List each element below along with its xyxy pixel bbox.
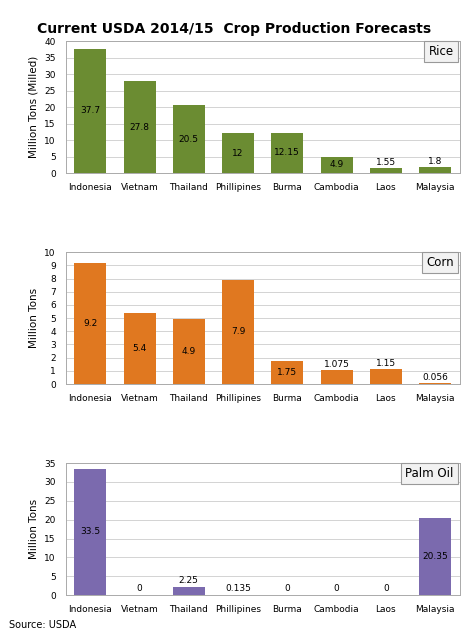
Text: Rice: Rice — [429, 45, 454, 58]
Text: 2.25: 2.25 — [179, 576, 199, 586]
Text: 12.15: 12.15 — [274, 149, 300, 158]
Text: 37.7: 37.7 — [80, 106, 100, 115]
Bar — [123, 82, 156, 173]
Text: 12: 12 — [232, 149, 244, 158]
Bar — [419, 518, 451, 595]
Text: Source: USDA: Source: USDA — [9, 620, 76, 630]
Y-axis label: Million Tons: Million Tons — [29, 499, 39, 559]
Bar — [173, 587, 205, 595]
Text: 0.056: 0.056 — [422, 373, 448, 382]
Text: 9.2: 9.2 — [83, 319, 98, 328]
Text: 4.9: 4.9 — [182, 348, 196, 356]
Text: 0.135: 0.135 — [225, 584, 251, 593]
Bar — [74, 49, 106, 173]
Text: 5.4: 5.4 — [132, 344, 147, 353]
Bar — [370, 369, 402, 384]
Bar — [222, 280, 254, 384]
Text: 33.5: 33.5 — [80, 527, 100, 536]
Bar — [173, 320, 205, 384]
Text: Palm Oil: Palm Oil — [405, 467, 454, 480]
Text: 1.15: 1.15 — [376, 358, 396, 368]
Text: 20.5: 20.5 — [179, 135, 199, 144]
Bar — [320, 157, 353, 173]
Bar — [222, 134, 254, 173]
Bar — [173, 106, 205, 173]
Y-axis label: Million Tons (Milled): Million Tons (Milled) — [29, 56, 39, 158]
Text: 1.75: 1.75 — [277, 368, 297, 377]
Text: Corn: Corn — [426, 256, 454, 269]
Bar — [271, 133, 303, 173]
Bar — [419, 383, 451, 384]
Y-axis label: Million Tons: Million Tons — [29, 288, 39, 348]
Text: 1.8: 1.8 — [428, 157, 442, 166]
Text: 1.55: 1.55 — [376, 158, 396, 166]
Bar — [271, 361, 303, 384]
Text: 0: 0 — [136, 584, 143, 593]
Text: 27.8: 27.8 — [129, 123, 150, 132]
Text: 0: 0 — [284, 584, 290, 593]
Text: 7.9: 7.9 — [231, 327, 245, 336]
Bar — [74, 263, 106, 384]
Bar — [370, 168, 402, 173]
Bar — [320, 370, 353, 384]
Text: 20.35: 20.35 — [422, 552, 448, 561]
Text: 0: 0 — [333, 584, 340, 593]
Text: Current USDA 2014/15  Crop Production Forecasts: Current USDA 2014/15 Crop Production For… — [38, 22, 431, 36]
Text: 1.075: 1.075 — [324, 360, 349, 368]
Text: 0: 0 — [383, 584, 389, 593]
Bar — [74, 469, 106, 595]
Bar — [419, 167, 451, 173]
Text: 4.9: 4.9 — [329, 160, 344, 170]
Bar — [123, 313, 156, 384]
